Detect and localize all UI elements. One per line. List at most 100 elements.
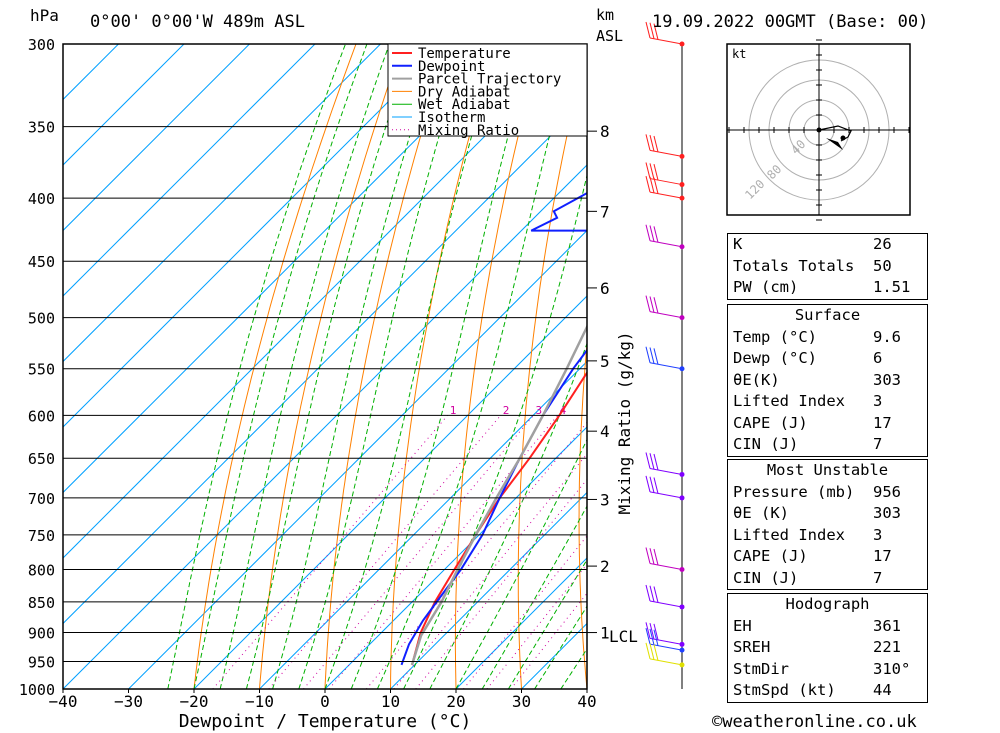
wind-barb-flag <box>645 642 651 660</box>
most-unstable-row: CAPE (J) 17 <box>728 546 927 568</box>
wind-barb-flag <box>653 548 659 566</box>
wind-barb-flag <box>653 477 659 494</box>
mixing-ratio-label: 2 <box>503 404 510 417</box>
index-value: 26 <box>873 235 892 253</box>
km-tick-label: 8 <box>600 122 610 141</box>
pressure-tick-label: 1000 <box>19 681 55 699</box>
surface-table: Surface Temp (°C) 9.6 Dewp (°C) 6 θE(K) 303 Li… <box>727 304 928 457</box>
index-row: PW (cm) 1.51 <box>728 277 927 299</box>
most-unstable-value: 7 <box>873 568 883 587</box>
most-unstable-label: CAPE (J) <box>733 547 808 565</box>
most-unstable-value: 956 <box>873 482 901 501</box>
hodograph-point <box>840 135 846 141</box>
wind-barb-shaft <box>649 562 683 570</box>
index-row: K 26 <box>728 234 927 256</box>
surface-row: Dewp (°C) 6 <box>728 348 927 370</box>
wind-barb-flag <box>645 134 651 151</box>
x-tick-label: −30 <box>114 692 143 711</box>
wind-barb-flag <box>645 295 651 312</box>
wind-barb-dot <box>679 366 685 372</box>
wind-barb-dot <box>679 41 685 47</box>
mixing-ratio-line <box>212 415 449 689</box>
wind-barb <box>645 642 685 668</box>
wind-barb-flag <box>649 296 655 313</box>
wet-adiabat-line <box>272 44 440 689</box>
mixing-ratio-label: 10 <box>638 404 651 417</box>
x-tick-label: 10 <box>381 692 400 711</box>
most-unstable-row: θE (K) 303 <box>728 503 927 525</box>
copyright-label: ©weatheronline.co.uk <box>712 712 917 732</box>
pressure-tick-label: 400 <box>28 190 55 208</box>
dry-adiabat-line <box>638 44 681 689</box>
wind-barb-flag <box>649 135 655 152</box>
isotherm-line <box>63 44 250 232</box>
hodograph-stat-value: 221 <box>873 638 901 656</box>
wind-barb-flag <box>653 586 659 603</box>
legend-entry: Wet Adiabat <box>418 97 511 113</box>
parcel-trajectory-line <box>410 324 587 666</box>
most-unstable-label: Lifted Index <box>733 525 845 544</box>
wind-barb-flag <box>653 623 659 641</box>
wind-barb <box>645 547 685 572</box>
wind-barb-shaft <box>649 311 683 319</box>
most-unstable-label: Pressure (mb) <box>733 482 855 501</box>
x-tick-label: −10 <box>245 692 274 711</box>
wind-barb-flag <box>653 226 659 243</box>
surface-label: Lifted Index <box>733 392 845 410</box>
wind-barb-shaft <box>649 600 683 608</box>
most-unstable-label: CIN (J) <box>733 568 799 587</box>
km-tick-label: 5 <box>600 352 610 371</box>
isotherm-line <box>63 164 587 689</box>
wind-barb-flag <box>649 163 655 180</box>
mixing-ratio-line <box>328 415 559 689</box>
legend-box <box>387 43 588 137</box>
wind-barb-flag <box>653 177 659 194</box>
legend-entry: Parcel Trajectory <box>418 72 561 88</box>
mixing-ratio-label: 6 <box>595 404 602 417</box>
pressure-tick-label: 550 <box>28 361 55 379</box>
hodograph-trace <box>818 125 852 142</box>
wind-barb-dot <box>679 244 685 250</box>
hodograph-point <box>816 127 822 133</box>
dry-adiabat-line <box>957 44 1000 689</box>
wind-barb-flag <box>645 628 651 645</box>
hodograph-stat-label: StmDir <box>733 659 789 678</box>
wind-barb <box>645 622 685 647</box>
pressure-unit-label: hPa <box>30 6 59 25</box>
wind-barb-flag <box>645 346 651 363</box>
hodograph-stats-title: Hodograph <box>785 595 870 613</box>
wet-adiabat-line <box>376 44 574 689</box>
wind-barb-shaft <box>649 362 683 370</box>
km-tick-label: 4 <box>600 422 610 441</box>
wet-adiabat-line <box>167 44 346 689</box>
surface-value: 3 <box>873 392 883 410</box>
wind-barb <box>645 584 685 610</box>
x-tick-label: 0 <box>320 692 330 711</box>
wind-barb-dot <box>679 662 685 668</box>
hodograph-stat-row: SREH 221 <box>728 637 927 659</box>
surface-title: Surface <box>794 306 861 324</box>
legend-entry: Dry Adiabat <box>418 84 511 100</box>
isotherm-line <box>63 44 381 363</box>
most-unstable-table: Most Unstable Pressure (mb) 956 θE (K) 303 L… <box>727 459 928 590</box>
pressure-tick-label: 350 <box>28 119 55 137</box>
hodograph-unit: kt <box>732 47 746 61</box>
km-tick-label: 2 <box>600 557 610 576</box>
km-tick-label: 7 <box>600 202 610 221</box>
wet-adiabat-line <box>350 44 534 689</box>
wind-barb <box>645 224 685 250</box>
hodograph-stat-value: 44 <box>873 681 892 699</box>
wind-barb-flag <box>645 584 651 602</box>
mixing-ratio-line <box>393 453 587 689</box>
wind-barb-flag <box>645 162 651 179</box>
wet-adiabat-line <box>245 44 414 689</box>
hodograph-stat-label: SREH <box>733 638 771 656</box>
wind-barb-flag <box>653 629 659 646</box>
wind-barb-shaft <box>649 467 683 475</box>
wind-barb-dot <box>679 182 685 188</box>
dry-adiabat-line <box>695 44 727 689</box>
most-unstable-label: θE (K) <box>733 504 789 522</box>
most-unstable-row: CIN (J) 7 <box>728 568 927 590</box>
wind-barb-flag <box>649 623 655 640</box>
